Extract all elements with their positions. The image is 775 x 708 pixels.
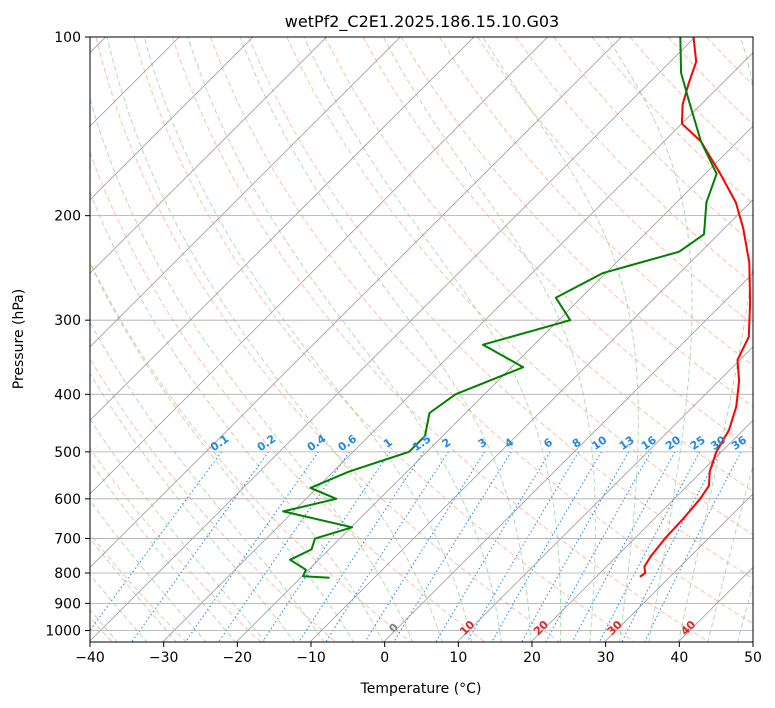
- x-tick-label: −10: [296, 650, 326, 666]
- dry-adiabat-line: [90, 447, 262, 642]
- temperature-line: [639, 37, 752, 578]
- y-tick-label: 300: [54, 313, 81, 329]
- x-tick-label: 20: [523, 650, 541, 666]
- dry-adiabat-line: [95, 37, 561, 642]
- y-tick-label: 400: [54, 387, 81, 403]
- isotherm-line: [90, 37, 327, 274]
- moist-adiabat-line: [482, 37, 639, 642]
- y-axis: 100 200 300 400 500 600 700 800 900 1000: [45, 30, 90, 640]
- isotherm-line: [383, 272, 753, 642]
- isotherm-line: [90, 37, 475, 421]
- mixing-ratio-line: [521, 451, 630, 642]
- mixing-ratio-line: [644, 451, 742, 642]
- moist-adiabat-line: [382, 37, 596, 642]
- dry-adiabat-line: [90, 533, 188, 642]
- y-tick-label: 600: [54, 492, 81, 508]
- isotherm-line: [456, 346, 753, 642]
- moist-adiabat-line: [90, 321, 325, 642]
- dry-adiabat-line: [477, 37, 753, 326]
- y-tick-label: 200: [54, 209, 81, 225]
- dry-adiabat-line: [133, 37, 636, 642]
- moist-adiabat-line: [303, 37, 562, 642]
- y-tick-label: 700: [54, 532, 81, 548]
- x-tick-label: 50: [744, 650, 762, 666]
- mixing-ratio-line: [90, 451, 223, 632]
- mixing-ratio-line: [298, 451, 425, 642]
- chart-title: wetPf2_C2E1.2025.186.15.10.G03: [285, 12, 559, 32]
- x-tick-label: 40: [670, 650, 688, 666]
- pressure-gridlines: [90, 215, 753, 631]
- plot-frame: [89, 36, 754, 643]
- dry-adiabat-line: [90, 151, 486, 642]
- x-tick-label: −30: [149, 650, 179, 666]
- x-axis-label: Temperature (°C): [360, 681, 482, 697]
- isotherm-line: [90, 37, 548, 495]
- isotherm-line: [90, 37, 254, 201]
- x-tick-label: 0: [380, 650, 389, 666]
- dry-adiabat-line: [438, 37, 753, 367]
- x-tick-label: 10: [449, 650, 467, 666]
- moist-adiabat-line: [90, 418, 266, 642]
- dry-adiabat-line: [90, 357, 337, 642]
- x-tick-label: 30: [597, 650, 615, 666]
- dry-adiabat-line: [324, 37, 753, 493]
- y-tick-label: 1000: [45, 624, 81, 640]
- mixing-ratio-line: [218, 451, 350, 642]
- dry-adiabat-line: [90, 261, 412, 642]
- moist-adiabat-line: [187, 37, 502, 642]
- y-tick-label: 500: [54, 445, 81, 461]
- isotherm-line: [162, 52, 753, 642]
- dry-adiabat-line: [400, 37, 753, 408]
- moist-adiabat-line: [106, 37, 443, 642]
- moist-adiabat-line: [239, 37, 532, 642]
- x-axis: −40 −30 −20 −10 0 10 20 30 40 50: [75, 642, 762, 666]
- isotherm-line: [604, 493, 753, 642]
- y-tick-label: 100: [54, 30, 81, 46]
- mixing-ratio-line: [184, 451, 319, 642]
- isotherm-line: [90, 37, 401, 348]
- dry-adiabat-line: [171, 37, 710, 642]
- dry-adiabat-line: [210, 37, 753, 625]
- dewpoint-line: [282, 37, 718, 579]
- mixing-ratio-line: [435, 451, 551, 642]
- y-tick-label: 900: [54, 596, 81, 612]
- isotherm-line: [90, 37, 622, 568]
- mixing-ratio-line: [598, 451, 701, 642]
- moist-adiabat-line: [143, 37, 473, 642]
- y-tick-label: 800: [54, 566, 81, 582]
- moist-adiabat-line: [736, 582, 753, 642]
- dry-adiabat-line: [248, 37, 753, 580]
- isotherm-line: [309, 199, 753, 642]
- plot-area: 0.1 0.2 0.4 0.6 1 1.5 2 3 4 6 8 10 13 16 20 25 30 360 10 20…: [90, 37, 753, 642]
- isotherm-line: [235, 125, 753, 642]
- mixing-ratio-line: [621, 451, 721, 642]
- isotherm-line: [530, 419, 753, 642]
- moist-adiabat-line: [90, 460, 237, 642]
- moist-adiabat-line: [606, 37, 693, 642]
- isotherms: [90, 37, 753, 642]
- sounding-series: [282, 37, 752, 579]
- mixing-ratio-line: [393, 451, 512, 642]
- isotherm-line: [90, 37, 696, 642]
- mixing-ratio-line: [571, 451, 676, 642]
- x-tick-label: −20: [223, 650, 253, 666]
- y-axis-label: Pressure (hPa): [11, 289, 27, 389]
- moist-adiabat-line: [90, 262, 355, 642]
- x-tick-label: −40: [75, 650, 105, 666]
